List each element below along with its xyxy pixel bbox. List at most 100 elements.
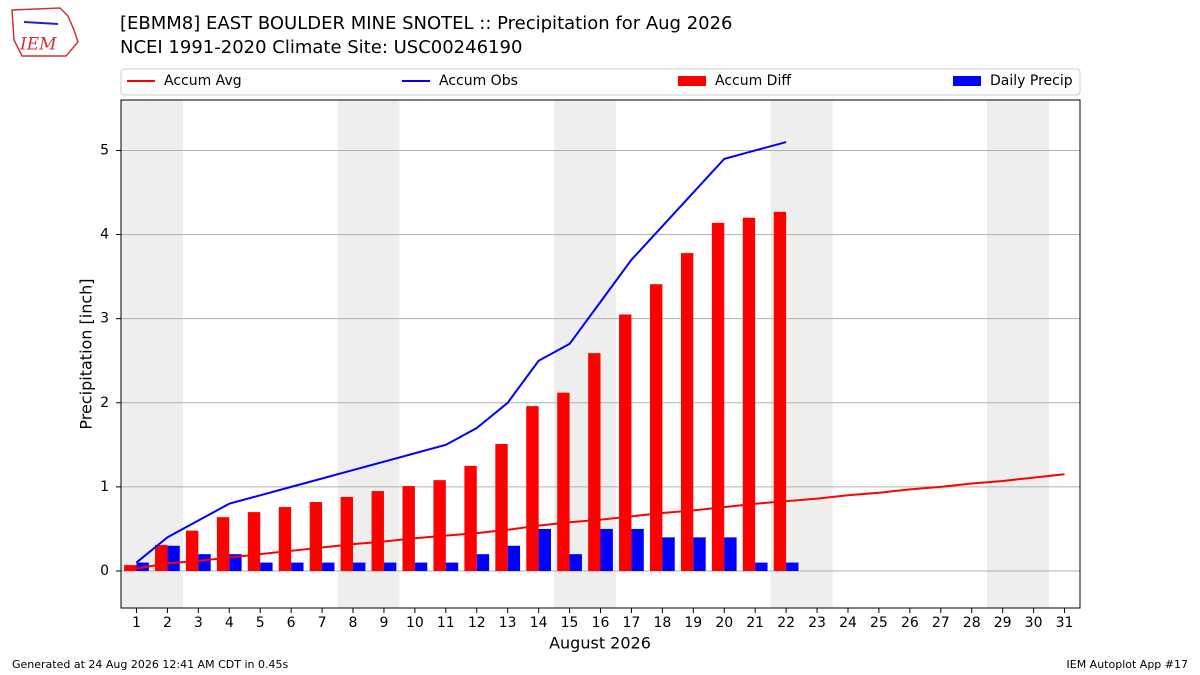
x-tick-label: 13 bbox=[499, 615, 517, 631]
x-tick-label: 8 bbox=[349, 615, 358, 631]
bar bbox=[445, 562, 459, 571]
bar bbox=[600, 528, 613, 571]
x-tick-label: 25 bbox=[870, 615, 888, 631]
bar bbox=[247, 512, 261, 571]
x-tick-label: 11 bbox=[437, 615, 455, 631]
bar bbox=[476, 554, 490, 571]
bar bbox=[198, 554, 211, 571]
bar bbox=[742, 217, 756, 571]
y-axis-label: Precipitation [inch] bbox=[77, 278, 96, 429]
footer-left: Generated at 24 Aug 2026 12:41 AM CDT in… bbox=[12, 658, 288, 671]
bar bbox=[322, 562, 335, 571]
bar bbox=[526, 406, 539, 571]
bar bbox=[588, 353, 601, 571]
footer-right: IEM Autoplot App #17 bbox=[1067, 658, 1189, 671]
y-tick-label: 2 bbox=[100, 395, 109, 411]
bar bbox=[167, 545, 180, 571]
bar bbox=[433, 480, 446, 571]
bar bbox=[649, 284, 663, 571]
bar bbox=[507, 545, 521, 571]
bar bbox=[724, 537, 737, 571]
bar bbox=[538, 528, 552, 571]
x-tick-label: 27 bbox=[932, 615, 950, 631]
x-tick-label: 1 bbox=[132, 615, 141, 631]
bar bbox=[155, 544, 168, 571]
line bbox=[136, 473, 1065, 570]
logo-text: IEM bbox=[19, 35, 57, 55]
y-tick-label: 1 bbox=[100, 479, 109, 495]
x-tick-label: 7 bbox=[318, 615, 327, 631]
x-tick-label: 22 bbox=[777, 615, 795, 631]
bar bbox=[414, 562, 428, 571]
x-tick-label: 20 bbox=[715, 615, 733, 631]
x-tick-label: 12 bbox=[468, 615, 486, 631]
x-tick-label: 18 bbox=[653, 615, 671, 631]
x-tick-label: 26 bbox=[901, 615, 919, 631]
legend-label: Accum Diff bbox=[715, 73, 791, 89]
bar bbox=[216, 517, 230, 571]
x-tick-label: 17 bbox=[623, 615, 641, 631]
x-tick-label: 16 bbox=[592, 615, 610, 631]
legend-label: Accum Avg bbox=[164, 73, 242, 89]
x-tick-label: 14 bbox=[530, 615, 548, 631]
logo: IEM bbox=[11, 7, 79, 57]
chart-subtitle: NCEI 1991-2020 Climate Site: USC00246190 bbox=[120, 37, 522, 58]
x-tick-label: 29 bbox=[994, 615, 1012, 631]
x-tick-label: 19 bbox=[684, 615, 702, 631]
legend-label: Daily Precip bbox=[990, 73, 1073, 89]
bar bbox=[278, 507, 292, 571]
bar bbox=[353, 562, 366, 571]
bar bbox=[557, 392, 570, 571]
bar bbox=[291, 562, 304, 571]
bar bbox=[773, 211, 787, 571]
x-tick-label: 15 bbox=[561, 615, 579, 631]
bar bbox=[631, 528, 644, 571]
logo-icon bbox=[23, 21, 59, 25]
legend-box bbox=[120, 68, 1081, 96]
bar bbox=[124, 565, 137, 571]
line bbox=[135, 141, 787, 564]
bar bbox=[711, 222, 725, 571]
y-tick-label: 5 bbox=[100, 142, 109, 158]
bar bbox=[693, 537, 706, 571]
bar bbox=[569, 554, 582, 571]
bar bbox=[371, 491, 384, 571]
x-tick-label: 31 bbox=[1056, 615, 1074, 631]
bar bbox=[495, 443, 508, 571]
bar bbox=[260, 562, 273, 571]
y-tick-label: 3 bbox=[100, 311, 109, 327]
bar bbox=[185, 530, 199, 571]
y-tick-label: 4 bbox=[100, 227, 109, 243]
bar bbox=[662, 537, 675, 571]
plot-frame bbox=[120, 99, 1081, 609]
x-tick-label: 23 bbox=[808, 615, 826, 631]
bar bbox=[383, 562, 397, 571]
weekend-band bbox=[121, 100, 183, 608]
x-tick-label: 10 bbox=[406, 615, 424, 631]
chart-title: [EBMM8] EAST BOULDER MINE SNOTEL :: Prec… bbox=[120, 13, 733, 34]
bar bbox=[309, 502, 323, 571]
x-tick-label: 5 bbox=[256, 615, 265, 631]
x-tick-label: 21 bbox=[746, 615, 764, 631]
bar bbox=[340, 496, 354, 571]
legend-label: Accum Obs bbox=[439, 73, 518, 89]
x-tick-label: 4 bbox=[225, 615, 234, 631]
x-tick-label: 2 bbox=[163, 615, 172, 631]
x-tick-label: 30 bbox=[1025, 615, 1043, 631]
x-tick-label: 6 bbox=[287, 615, 296, 631]
logo-outline bbox=[11, 7, 79, 57]
bar bbox=[402, 486, 415, 571]
y-tick-label: 0 bbox=[100, 563, 109, 579]
weekend-band bbox=[987, 100, 1050, 608]
x-tick-label: 24 bbox=[839, 615, 857, 631]
bar bbox=[786, 562, 799, 571]
legend-swatch bbox=[678, 76, 706, 86]
bar bbox=[464, 465, 477, 571]
bar bbox=[229, 554, 242, 571]
x-tick-label: 9 bbox=[379, 615, 388, 631]
x-tick-label: 3 bbox=[194, 615, 203, 631]
x-tick-label: 28 bbox=[963, 615, 981, 631]
bar bbox=[755, 562, 768, 571]
